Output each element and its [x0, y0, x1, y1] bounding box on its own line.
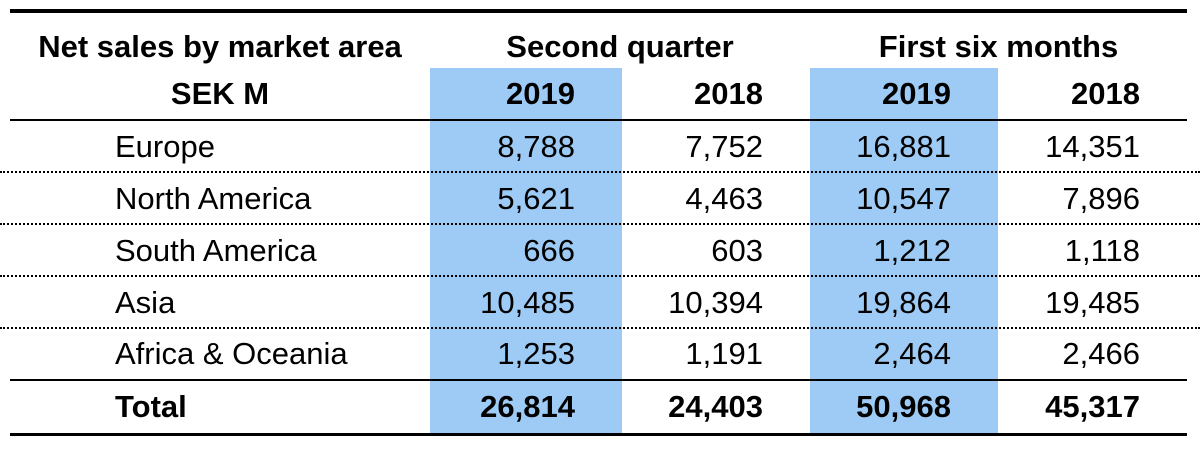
table-year-header-row: SEK M 2019 2018 2019 2018 — [10, 68, 1187, 121]
row-label: North America — [115, 181, 312, 216]
cell-value: 10,547 — [856, 181, 951, 216]
cell-value: 16,881 — [856, 129, 951, 164]
unit-label: SEK M — [170, 75, 270, 111]
table-header-group-row: Net sales by market area Second quarter … — [10, 13, 1187, 68]
highlight-column-6m-2019 — [810, 68, 998, 433]
year-header-6m-2018: 2018 — [1071, 75, 1140, 111]
year-header-6m-2019: 2019 — [882, 75, 951, 111]
cell-value: 1,118 — [1064, 233, 1140, 268]
year-header-q2-2019: 2019 — [506, 75, 575, 111]
highlight-column-q2-2019 — [430, 68, 622, 433]
cell-value: 666 — [523, 233, 575, 268]
row-label: Europe — [115, 129, 215, 164]
year-header-q2-2018: 2018 — [694, 75, 763, 111]
total-value: 45,317 — [1045, 389, 1140, 424]
column-group-first-six-months: First six months — [878, 29, 1119, 64]
row-separator-dotted — [0, 327, 1200, 329]
cell-value: 603 — [711, 233, 763, 268]
total-value: 50,968 — [856, 389, 951, 424]
cell-value: 2,464 — [873, 336, 951, 371]
table-title: Net sales by market area — [38, 29, 402, 64]
cell-value: 1,212 — [873, 233, 951, 268]
row-label: Asia — [115, 285, 176, 320]
table-row-africa-oceania: Africa & Oceania 1,253 1,191 2,464 2,466 — [10, 329, 1187, 381]
table-frame: Net sales by market area Second quarter … — [10, 9, 1187, 436]
table-row-total: Total 26,814 24,403 50,968 45,317 — [10, 381, 1187, 433]
cell-value: 4,463 — [685, 181, 763, 216]
cell-value: 1,191 — [685, 336, 763, 371]
cell-value: 5,621 — [497, 181, 575, 216]
cell-value: 10,485 — [480, 285, 575, 320]
cell-value: 10,394 — [668, 285, 763, 320]
row-label: Africa & Oceania — [115, 336, 348, 371]
row-separator-dotted — [0, 171, 1200, 173]
cell-value: 7,752 — [685, 129, 763, 164]
total-label: Total — [115, 389, 187, 424]
table-row-asia: Asia 10,485 10,394 19,864 19,485 — [10, 277, 1187, 329]
cell-value: 7,896 — [1062, 181, 1140, 216]
total-value: 26,814 — [480, 389, 575, 424]
cell-value: 2,466 — [1062, 336, 1140, 371]
table-row-south-america: South America 666 603 1,212 1,118 — [10, 225, 1187, 277]
table-row-north-america: North America 5,621 4,463 10,547 7,896 — [10, 173, 1187, 225]
row-separator-dotted — [0, 223, 1200, 225]
cell-value: 8,788 — [497, 129, 575, 164]
cell-value: 1,253 — [497, 336, 575, 371]
row-label: South America — [115, 233, 317, 268]
column-group-second-quarter: Second quarter — [506, 29, 734, 64]
cell-value: 19,864 — [856, 285, 951, 320]
total-value: 24,403 — [668, 389, 763, 424]
cell-value: 14,351 — [1045, 129, 1140, 164]
cell-value: 19,485 — [1045, 285, 1140, 320]
row-separator-dotted — [0, 275, 1200, 277]
table-row-europe: Europe 8,788 7,752 16,881 14,351 — [10, 121, 1187, 173]
